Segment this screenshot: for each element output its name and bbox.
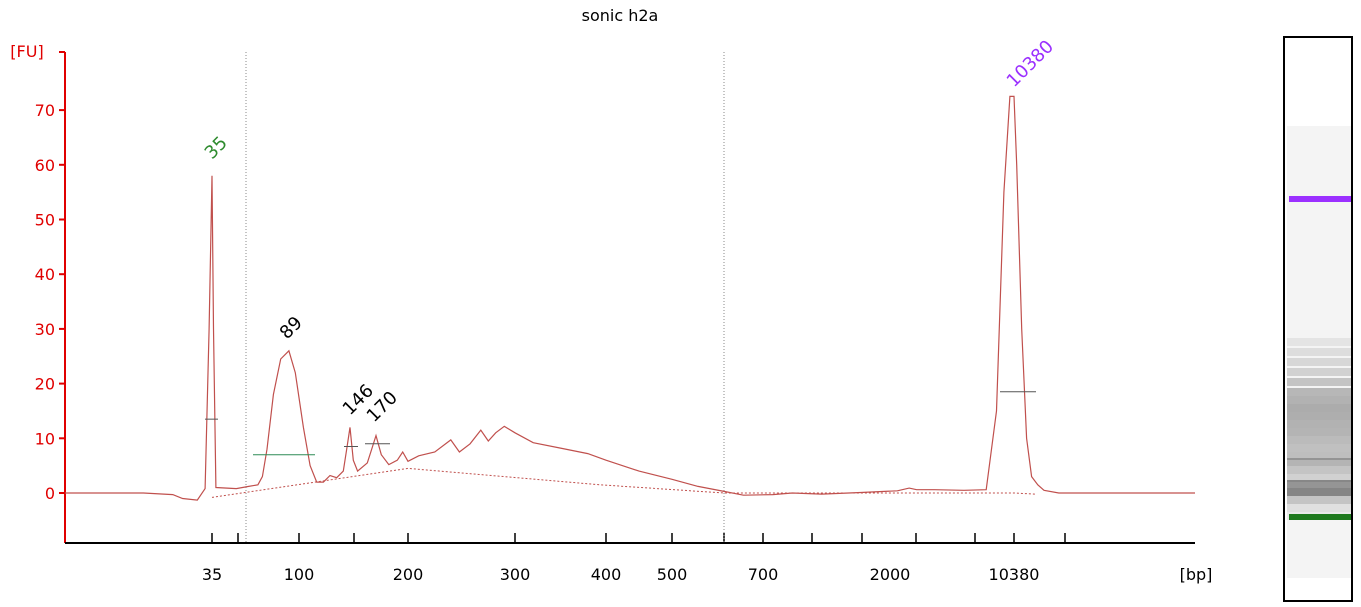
electropherogram-chart: [FU] 0 10 20 30 40 50 60 70 35 100 200 300 400 500 700 2…: [10, 36, 1213, 584]
y-tick-label-20: 20: [35, 375, 55, 394]
gel-band-smear: [1287, 444, 1351, 452]
baseline-dotted: [211, 467, 1036, 498]
y-tick-label-30: 30: [35, 320, 55, 339]
y-tick-label-0: 0: [45, 484, 55, 503]
gel-lower-marker-band: [1289, 514, 1351, 520]
gel-band-smear: [1287, 396, 1351, 404]
peak-label-35: 35: [201, 132, 232, 163]
gel-band-smear: [1287, 466, 1351, 474]
x-tick-label-35: 35: [202, 565, 222, 584]
x-tick-label-300: 300: [500, 565, 531, 584]
y-tick-label-60: 60: [35, 156, 55, 175]
gel-band-smear: [1287, 488, 1351, 496]
y-tick-label-10: 10: [35, 429, 55, 448]
gel-band-smear: [1287, 368, 1351, 376]
y-tick-label-50: 50: [35, 211, 55, 230]
gel-band-smear: [1287, 388, 1351, 396]
gel-band-smear: [1287, 452, 1351, 460]
x-tick-label-400: 400: [591, 565, 622, 584]
x-tick-label-700: 700: [748, 565, 779, 584]
gel-band-smear: [1287, 358, 1351, 366]
x-tick-label-10380: 10380: [989, 565, 1040, 584]
gel-band-smear: [1287, 378, 1351, 386]
gel-band-smear: [1287, 348, 1351, 356]
gel-band-smear: [1287, 474, 1351, 482]
x-tick-label-2000: 2000: [870, 565, 911, 584]
gel-band-smear: [1287, 504, 1351, 512]
gel-band-smear: [1287, 436, 1351, 444]
x-tick-label-200: 200: [393, 565, 424, 584]
peak-label-89: 89: [276, 312, 307, 343]
chart-title: sonic h2a: [581, 6, 659, 25]
gel-band-smear: [1287, 412, 1351, 420]
y-axis-label: [FU]: [10, 42, 43, 61]
gel-band-smear: [1287, 420, 1351, 428]
gel-band-smear: [1287, 404, 1351, 412]
x-tick-label-500: 500: [657, 565, 688, 584]
gel-upper-marker-band: [1289, 196, 1351, 202]
peak-label-10380: 10380: [1003, 36, 1058, 91]
trace-line: [65, 95, 1195, 501]
x-tick-label-100: 100: [284, 565, 315, 584]
gel-band-smear: [1287, 496, 1351, 504]
y-tick-label-70: 70: [35, 101, 55, 120]
x-axis-label: [bp]: [1180, 565, 1213, 584]
y-tick-label-40: 40: [35, 265, 55, 284]
gel-band-smear: [1287, 480, 1351, 488]
gel-band-smear: [1287, 428, 1351, 436]
gel-band-smear: [1287, 338, 1351, 346]
gel-lane-image: [1283, 36, 1353, 602]
gel-band-smear: [1287, 458, 1351, 466]
